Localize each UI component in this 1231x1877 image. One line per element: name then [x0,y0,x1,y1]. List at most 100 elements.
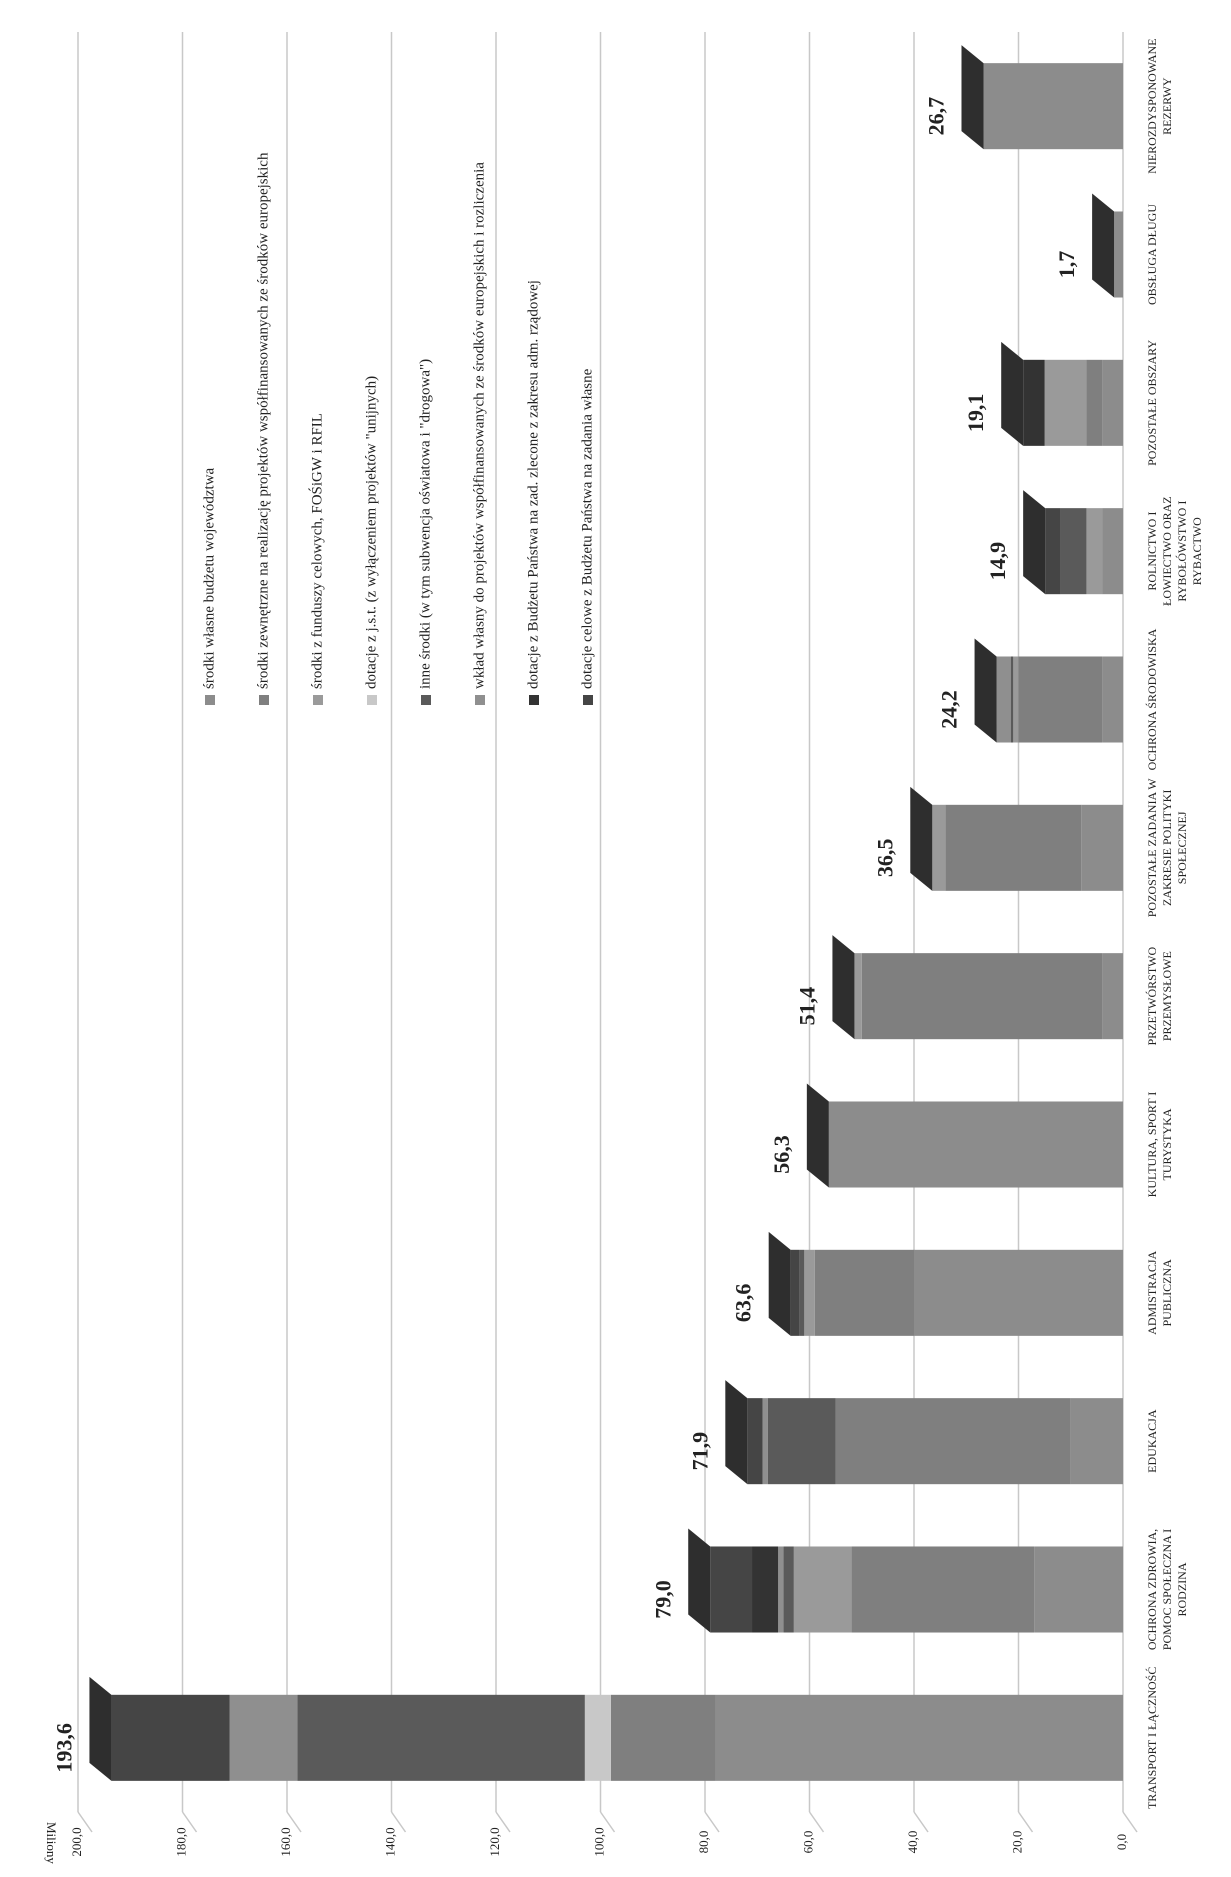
bar-segment [814,1249,914,1336]
grid-foot [1122,1811,1138,1833]
legend-marker [313,695,323,705]
grid-foot [286,1811,302,1833]
y-tick-label: 40,0 [905,1831,920,1854]
total-label: 63,6 [731,1284,756,1323]
y-tick-label: 180,0 [173,1827,188,1856]
grid-foot [1017,1811,1034,1833]
y-tick-label: 80,0 [696,1831,711,1854]
legend-label: środki z funduszy celowych, FOŚiGW i RFI… [308,413,325,689]
x-tick-label: OCHRONA ŚRODOWISKA [1145,628,1159,770]
total-label: 193,6 [51,1723,76,1773]
bar-segment [1114,211,1124,298]
bar-segment [1102,656,1123,743]
bar-depth [1092,193,1115,298]
bar-segment [1060,508,1087,595]
legend-marker [583,695,593,705]
legend-marker [259,695,269,705]
x-tick-label: KULTURA, SPORT ITURYSTYKA [1145,1092,1174,1198]
total-label: 1,7 [1054,251,1079,279]
y-tick-label: 20,0 [1009,1831,1024,1854]
bar-segment [861,953,1103,1040]
bar-depth [89,1676,112,1781]
y-tick-label: 60,0 [800,1831,815,1854]
bar-segment [1044,359,1087,446]
bar-segment [1010,656,1014,743]
bar-segment [297,1694,585,1781]
legend-marker [367,695,377,705]
y-tick-label: 140,0 [382,1827,397,1856]
bar-depth [910,786,933,891]
bar-depth [832,935,855,1040]
y-tick-label: 200,0 [69,1827,84,1856]
bar-segment [111,1694,230,1781]
bar-segment [1034,1546,1124,1633]
legend-label: dotacje celowe z Budżetu Państwa na zada… [579,368,595,689]
y-tick-label: 120,0 [487,1827,502,1856]
bar-segment [715,1694,1123,1781]
total-label: 36,5 [872,839,897,878]
bar-depth [725,1380,748,1485]
bar-depth [688,1528,711,1633]
bar-depth [1023,490,1046,595]
bar-segment [1045,508,1061,595]
bar-segment [983,63,1123,150]
bar-segment [710,1546,753,1633]
bar-segment [778,1546,784,1633]
bar-segment [793,1546,852,1633]
x-tick-label: POZOSTAŁE OBSZARY [1145,339,1159,465]
y-tick-label: 100,0 [591,1827,606,1856]
grid-foot [913,1811,929,1833]
legend-label: dotacje z j.s.t. (z wyłączeniem projektó… [363,376,379,689]
bar-segment [835,1398,1071,1485]
grid-foot [77,1811,93,1833]
legend-label: wkład własny do projektów współfinansowa… [471,162,487,689]
bar-depth [768,1231,791,1336]
bar-segment [932,804,946,891]
grid-foot [181,1811,198,1833]
total-label: 56,3 [769,1135,794,1174]
legend-label: środki zewnętrzne na realizację projektó… [255,152,271,689]
legend-marker [421,695,431,705]
bar-segment [229,1694,298,1781]
total-label: 26,7 [924,97,949,136]
bar-segment [828,1101,1124,1188]
legend-label: środki własne budżetu województwa [201,467,217,689]
bar-segment [851,1546,1035,1633]
grid-foot [599,1811,616,1833]
total-label: 71,9 [687,1432,712,1471]
x-tick-label: OCHRONA ZDROWIA,POMOC SPOŁECZNA IRODZINA [1145,1529,1189,1650]
legend-marker [475,695,485,705]
legend-label: inne środki (w tym subwencja oświatowa i… [417,359,433,689]
bar-segment [1081,804,1123,891]
grid-foot [808,1811,825,1833]
grid-foot [495,1811,511,1833]
y-axis-title: Miliony [44,1822,59,1864]
bar-segment [804,1249,815,1336]
y-tick-label: 160,0 [278,1827,293,1856]
x-tick-label: ROLNICTWO IŁOWIECTWO ORAZRYBOŁÓWSTWO IRY… [1145,496,1204,606]
bar-segment [1013,656,1019,743]
bar-segment [945,804,1082,891]
rotated-chart: 0,0 20,0 40,0 60,0 80,0 100,0 120,0 140,0 160,0 1… [44,32,1204,1864]
y-tick-label: 0,0 [1114,1834,1129,1850]
total-label: 24,2 [937,690,962,729]
total-label: 14,9 [985,542,1010,581]
total-label: 19,1 [963,394,988,433]
x-tick-label: TRANSPORT I ŁĄCZNOŚĆ [1145,1667,1159,1809]
x-tick-label: NIEROZDYSPONOWANEREZERWY [1145,39,1174,174]
bar-segment [1086,359,1103,446]
bar-segment [610,1694,716,1781]
bar-segment [1023,359,1045,446]
legend-label: dotacje z Budżetu Państwa na zad. zlecon… [525,280,541,689]
legend-marker [205,695,215,705]
bar-segment [747,1398,763,1485]
x-tick-label: EDUKACJA [1145,1409,1159,1473]
bar-segment [1102,508,1123,595]
bar-segment [1102,359,1123,446]
x-tick-label: POZOSTAŁE ZADANIA WZAKRESIE POLITYKISPOŁ… [1145,778,1189,917]
bar-depth [974,638,997,743]
bar-segment [1102,953,1123,1040]
bar-segment [790,1249,800,1336]
